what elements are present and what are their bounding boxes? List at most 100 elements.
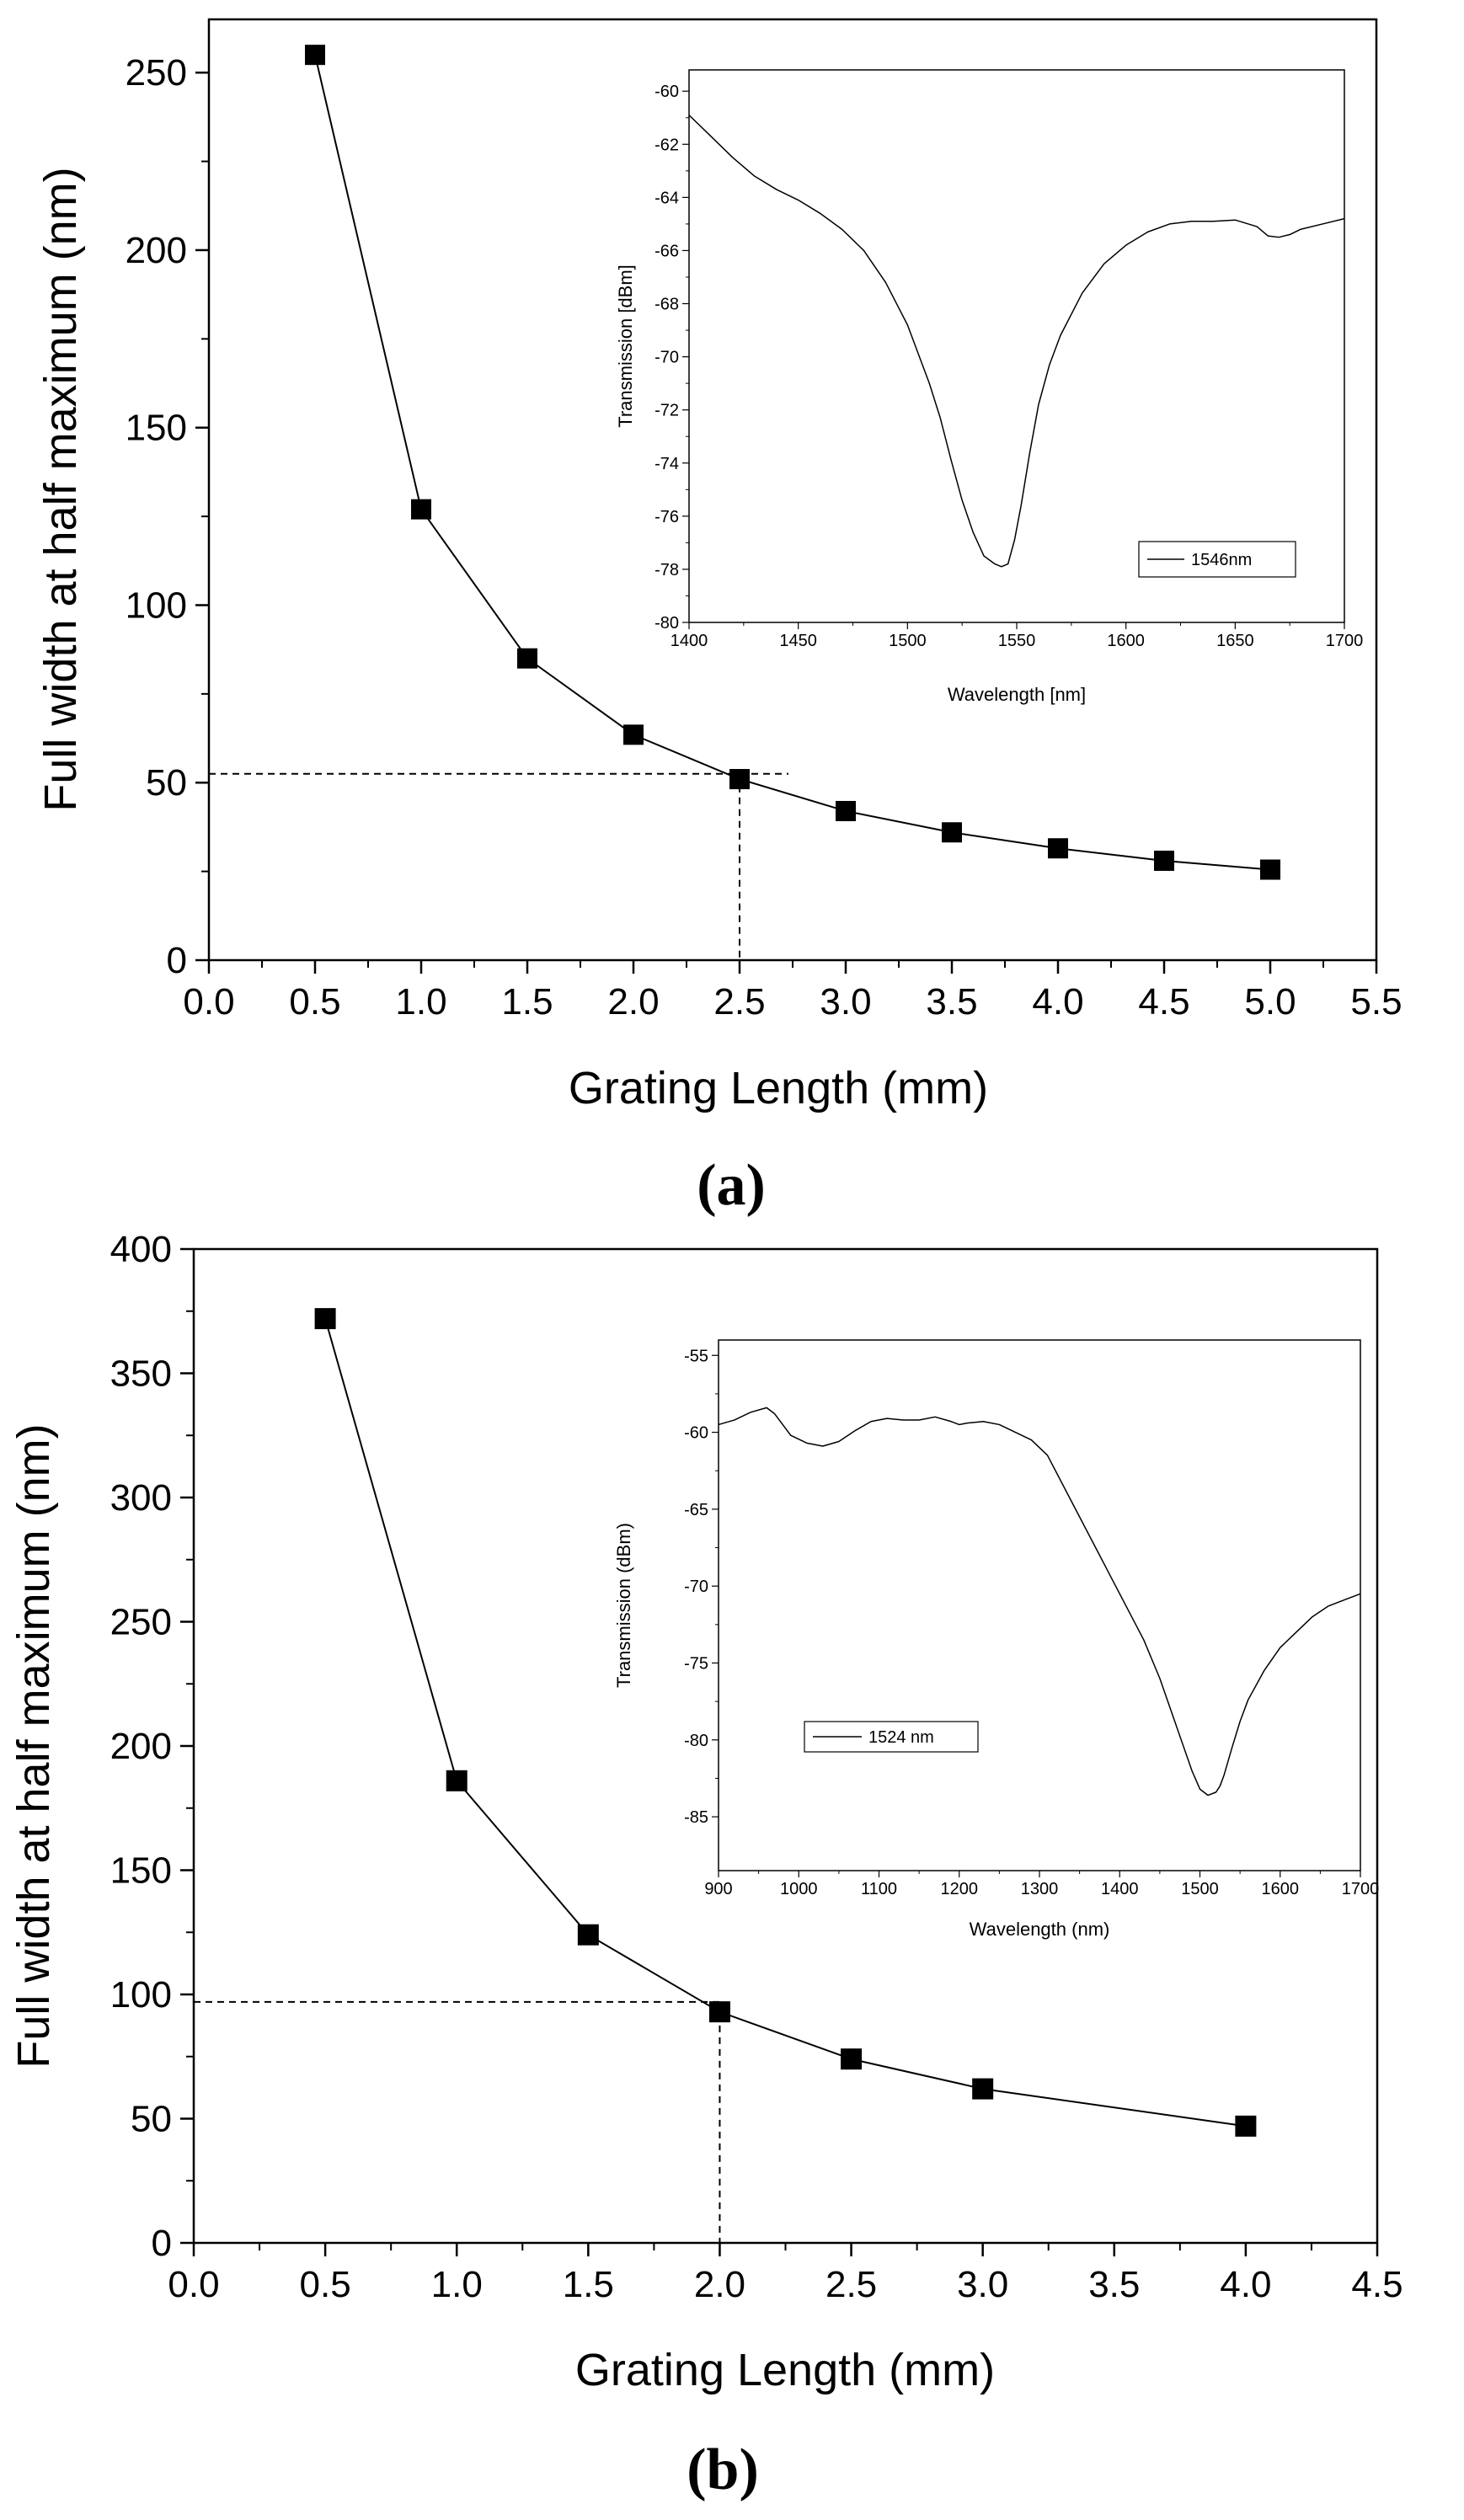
data-point (314, 1308, 336, 1330)
inset-spectrum-line (688, 115, 1345, 568)
main-chart-a: 0.0 0.5 1.0 1.5 2.0 2.5 3.0 3.5 4.0 4.5 5.0 5.5 0 50 1… (126, 45, 1403, 1022)
y-tick-label: -74 (655, 455, 679, 473)
x-tick-label: 3.0 (957, 2264, 1008, 2305)
x-tick-label: 1650 (1216, 632, 1254, 650)
data-point (972, 2078, 994, 2100)
y-tick-label: 350 (110, 1353, 172, 1395)
panel-a: 0.0 0.5 1.0 1.5 2.0 2.5 3.0 3.5 4.0 4.5 5.0 5.5 0 50 1… (35, 18, 1403, 1218)
x-tick-label: 0.0 (183, 981, 234, 1022)
x-tick-label: 4.0 (1220, 2264, 1271, 2305)
x-tick-label: 1000 (780, 1880, 818, 1898)
inset-frame (718, 1339, 1361, 1871)
x-tick-label: 2.5 (713, 981, 765, 1022)
data-point (708, 2001, 730, 2023)
panel-label-a: (a) (697, 1153, 766, 1218)
x-tick-label: 4.5 (1138, 981, 1189, 1022)
data-point (1260, 859, 1280, 880)
y-tick-label: -55 (684, 1347, 708, 1365)
x-tick-label: 1500 (1181, 1880, 1219, 1898)
y-tick-label: 0 (167, 940, 187, 981)
y-tick-label: -76 (655, 508, 679, 526)
y-tick-label: -62 (655, 136, 679, 154)
y-tick-label: -68 (655, 296, 679, 314)
y-tick-label: -64 (655, 189, 679, 207)
x-tick-label: 3.5 (926, 981, 977, 1022)
x-tick-label: 1300 (1021, 1880, 1059, 1898)
data-point (517, 648, 537, 669)
x-tick-label: 3.5 (1088, 2264, 1140, 2305)
y-tick-label: -66 (655, 242, 679, 260)
inset-legend-text: 1546nm (1191, 551, 1252, 569)
y-axis-label: Full width at half maximum (nm) (35, 167, 86, 811)
y-tick-label: -78 (655, 561, 679, 579)
y-tick-label: 150 (110, 1850, 172, 1892)
y-tick-label: 100 (126, 585, 187, 626)
y-tick-label: -72 (655, 402, 679, 420)
y-tick-label: -75 (684, 1654, 708, 1673)
data-point (1048, 838, 1068, 859)
inset-chart-b: 900 1000 1100 1200 1300 1400 1500 1600 1700 -85 -8… (684, 1347, 1379, 1898)
x-tick-label: 5.5 (1350, 981, 1402, 1022)
y-tick-label: 150 (126, 408, 187, 449)
inset-spectrum-line (718, 1407, 1361, 1797)
y-tick-label: -70 (655, 349, 679, 367)
data-point (623, 724, 644, 745)
y-tick-label: -60 (684, 1424, 708, 1443)
data-point (942, 822, 962, 843)
inset-x-axis-label: Wavelength (nm) (970, 1919, 1110, 1940)
y-tick-label: 250 (126, 52, 187, 93)
y-tick-label: 100 (110, 1974, 172, 2015)
x-tick-label: 1700 (1326, 632, 1364, 650)
y-tick-label: 200 (126, 230, 187, 271)
x-tick-label: 2.0 (607, 981, 659, 1022)
y-tick-label: -80 (684, 1732, 708, 1750)
inset-frame (688, 69, 1345, 623)
y-axis-label: Full width at half maximum (nm) (8, 1423, 59, 2068)
x-axis-label: Grating Length (mm) (569, 1063, 988, 1113)
data-point (836, 800, 856, 821)
x-tick-label: 1600 (1262, 1880, 1300, 1898)
data-point (841, 2048, 863, 2070)
y-tick-label: -80 (655, 614, 679, 633)
x-tick-label: 1100 (861, 1880, 897, 1898)
x-tick-label: 1200 (941, 1880, 979, 1898)
data-point (577, 1924, 599, 1946)
x-tick-label: 1400 (671, 632, 708, 650)
data-point (729, 769, 750, 790)
y-tick-label: -65 (684, 1501, 708, 1519)
data-point (1235, 2115, 1257, 2137)
y-tick-label: -60 (655, 83, 679, 101)
x-tick-label: 1500 (889, 632, 927, 650)
x-tick-label: 1450 (779, 632, 817, 650)
x-tick-label: 1.5 (563, 2264, 614, 2305)
y-tick-label: 0 (152, 2223, 172, 2264)
x-tick-label: 0.5 (300, 2264, 351, 2305)
y-tick-label: 50 (131, 2099, 172, 2140)
main-chart-b: 0.0 0.5 1.0 1.5 2.0 2.5 3.0 3.5 4.0 4.5 0 50 100 150 2… (110, 1229, 1403, 2305)
x-tick-label: 0.5 (289, 981, 340, 1022)
data-point (411, 499, 431, 520)
inset-x-axis-label: Wavelength [nm] (948, 684, 1086, 705)
x-axis-label: Grating Length (mm) (575, 2345, 995, 2395)
y-tick-label: -70 (684, 1578, 708, 1596)
y-tick-label: 50 (146, 762, 187, 804)
y-tick-label: 250 (110, 1602, 172, 1643)
x-tick-label: 1400 (1101, 1880, 1139, 1898)
inset-chart-a: 1400 1450 1500 1550 1600 1650 1700 -80 -78 -76 -74… (655, 83, 1363, 650)
x-tick-label: 900 (704, 1880, 732, 1898)
data-point (446, 1770, 468, 1791)
x-tick-label: 4.0 (1032, 981, 1083, 1022)
x-tick-label: 0.0 (168, 2264, 219, 2305)
x-tick-label: 3.0 (820, 981, 871, 1022)
data-point (305, 45, 325, 66)
y-tick-label: 300 (110, 1477, 172, 1519)
x-tick-label: 1.5 (501, 981, 553, 1022)
x-tick-label: 2.5 (826, 2264, 877, 2305)
x-tick-label: 1.0 (395, 981, 446, 1022)
series-line (314, 54, 1271, 871)
panel-b: 0.0 0.5 1.0 1.5 2.0 2.5 3.0 3.5 4.0 4.5 0 50 100 150 2… (8, 1229, 1403, 2502)
inset-legend-text: 1524 nm (868, 1728, 934, 1747)
x-tick-label: 2.0 (694, 2264, 745, 2305)
x-tick-label: 1600 (1107, 632, 1145, 650)
